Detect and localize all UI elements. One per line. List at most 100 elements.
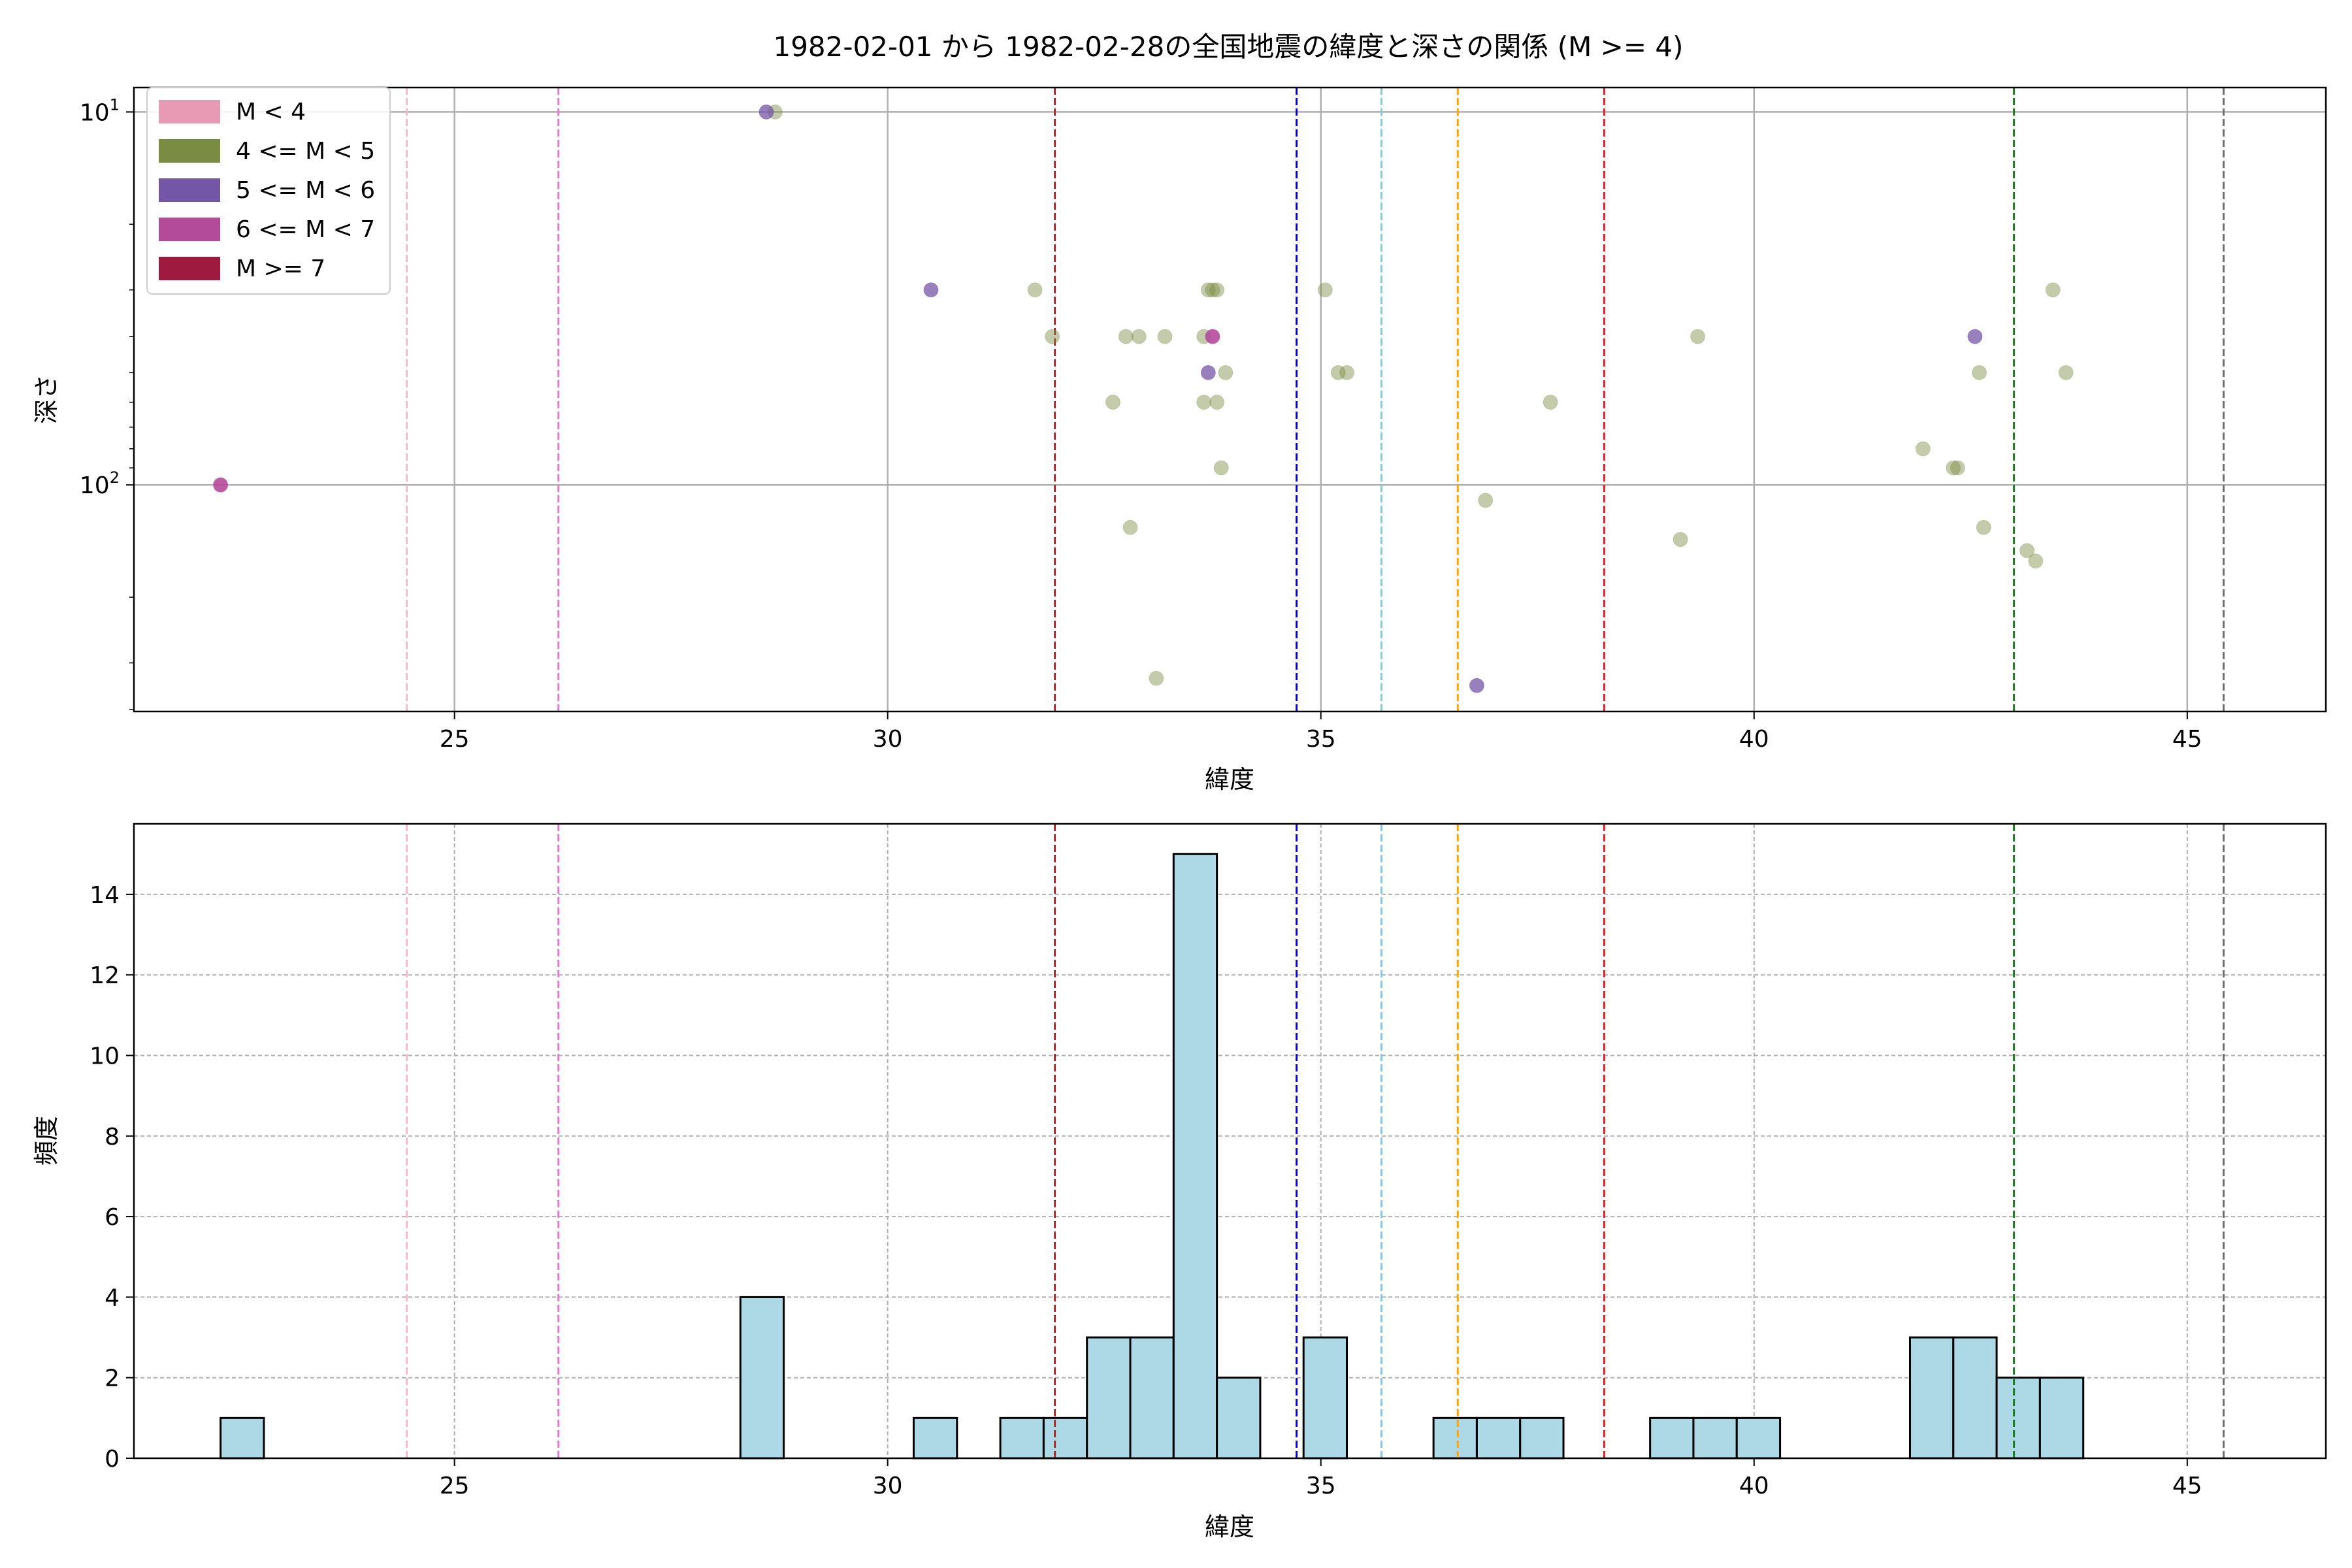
histogram-bar (1519, 1416, 1565, 1460)
histogram-x-tick-label: 30 (873, 1473, 903, 1499)
histogram-bar (1172, 853, 1218, 1460)
histogram-bar (1649, 1416, 1695, 1460)
histogram-bar (1129, 1336, 1175, 1460)
scatter-point (1213, 460, 1229, 476)
scatter-points (213, 104, 2074, 693)
histogram-bar (1475, 1416, 1522, 1460)
histogram-bar (1086, 1336, 1132, 1460)
histogram-y-tick-label: 8 (105, 1124, 120, 1151)
scatter-point (213, 477, 229, 493)
histogram-bar (1432, 1416, 1478, 1460)
scatter-point (1200, 365, 1216, 380)
legend-label: M < 4 (236, 99, 306, 125)
legend-swatch (159, 100, 220, 123)
scatter-x-tick-label: 40 (1739, 726, 1769, 753)
histogram-y-tick-label: 14 (90, 882, 120, 909)
scatter-y-axis-label: 深さ (32, 374, 61, 424)
scatter-point (1027, 282, 1043, 298)
scatter-point (1915, 441, 1931, 457)
scatter-plot-frame (133, 86, 2327, 713)
scatter-point (759, 104, 774, 120)
scatter-point (1690, 329, 1706, 344)
histogram-y-tick-label: 12 (90, 962, 120, 989)
scatter-point (1131, 329, 1147, 344)
legend-swatch (159, 178, 220, 202)
scatter-point (1317, 282, 1333, 298)
scatter-gridlines (134, 88, 2326, 711)
histogram-y-tick-label: 4 (105, 1284, 120, 1311)
scatter-point (1118, 329, 1134, 344)
scatter-point (2058, 365, 2074, 380)
scatter-point (1972, 365, 1987, 380)
histogram-bar (739, 1296, 785, 1460)
histogram-y-tick-label: 2 (105, 1365, 120, 1392)
scatter-x-tick-label: 45 (2172, 726, 2202, 753)
scatter-point (1218, 365, 1233, 380)
histogram-x-tick-label: 45 (2172, 1473, 2202, 1499)
scatter-point (923, 282, 939, 298)
scatter-point (1149, 670, 1164, 686)
scatter-point (1209, 282, 1225, 298)
scatter-reference-lines (406, 88, 2225, 711)
scatter-y-ticks: 101 102 (80, 95, 134, 710)
legend-label: 5 <= M < 6 (236, 177, 375, 204)
histogram-bar (1692, 1416, 1738, 1460)
scatter-point (2019, 543, 2034, 559)
scatter-x-axis-label: 緯度 (1205, 765, 1254, 794)
scatter-point (1122, 519, 1138, 535)
histogram-x-tick-label: 40 (1739, 1473, 1769, 1499)
histogram-x-axis-label: 緯度 (1205, 1512, 1254, 1541)
scatter-point (1543, 395, 1558, 410)
histogram-panel: 25 30 35 40 45 0 2 4 6 8 10 12 14 緯度 頻度 (32, 823, 2327, 1541)
histogram-y-ticks: 0 2 4 6 8 10 12 14 (90, 882, 134, 1473)
figure-title: 1982-02-01 から 1982-02-28の全国地震の緯度と深さの関係 (… (773, 31, 1683, 63)
histogram-reference-lines (406, 824, 2225, 1458)
scatter-x-tick-label: 35 (1306, 726, 1336, 753)
scatter-point (1196, 395, 1212, 410)
legend-swatch (159, 218, 220, 241)
legend: M < 4 4 <= M < 5 5 <= M < 6 6 <= M < 7 M >= … (146, 87, 391, 295)
scatter-point (1950, 460, 1965, 476)
histogram-bar (1042, 1416, 1088, 1460)
legend-label: 4 <= M < 5 (236, 138, 375, 165)
histogram-bar (1952, 1336, 1998, 1460)
histogram-y-tick-label: 0 (105, 1446, 120, 1473)
scatter-point (1946, 460, 1961, 476)
histogram-bar (1735, 1416, 1782, 1460)
legend-label: 6 <= M < 7 (236, 216, 375, 243)
histogram-bar (2038, 1377, 2085, 1460)
scatter-point (1339, 365, 1355, 380)
scatter-y-tick-label: 101 (80, 95, 120, 126)
histogram-bar (220, 1416, 265, 1460)
histogram-x-tick-label: 25 (440, 1473, 470, 1499)
scatter-point (1209, 395, 1225, 410)
scatter-panel: 25 30 35 40 45 101 102 緯度 深さ M < 4 4 <= M < 5 5… (32, 86, 2327, 794)
scatter-point (1478, 493, 1494, 508)
histogram-bar (1302, 1336, 1348, 1460)
histogram-bar (1216, 1377, 1262, 1460)
scatter-point (1205, 329, 1220, 344)
legend-swatch (159, 139, 220, 163)
histogram-bar (999, 1416, 1045, 1460)
histogram-y-tick-label: 10 (90, 1043, 120, 1070)
histogram-bar (1995, 1377, 2041, 1460)
scatter-x-tick-label: 30 (873, 726, 903, 753)
histogram-y-tick-label: 6 (105, 1204, 120, 1231)
scatter-point (1330, 365, 1346, 380)
histogram-bar (912, 1416, 958, 1460)
scatter-point (1967, 329, 1983, 344)
scatter-point (1157, 329, 1173, 344)
scatter-y-tick-label: 102 (80, 468, 120, 499)
scatter-point (1045, 329, 1060, 344)
scatter-point (1976, 519, 1991, 535)
scatter-point (1105, 395, 1120, 410)
histogram-x-tick-label: 35 (1306, 1473, 1336, 1499)
scatter-point (2045, 282, 2061, 298)
scatter-x-tick-label: 25 (440, 726, 470, 753)
scatter-point (1673, 532, 1688, 547)
histogram-x-ticks: 25 30 35 40 45 (440, 1458, 2202, 1499)
scatter-point (1200, 282, 1216, 298)
histogram-bar (1908, 1336, 1955, 1460)
histogram-bars (220, 853, 2085, 1460)
scatter-point (2028, 553, 2044, 569)
